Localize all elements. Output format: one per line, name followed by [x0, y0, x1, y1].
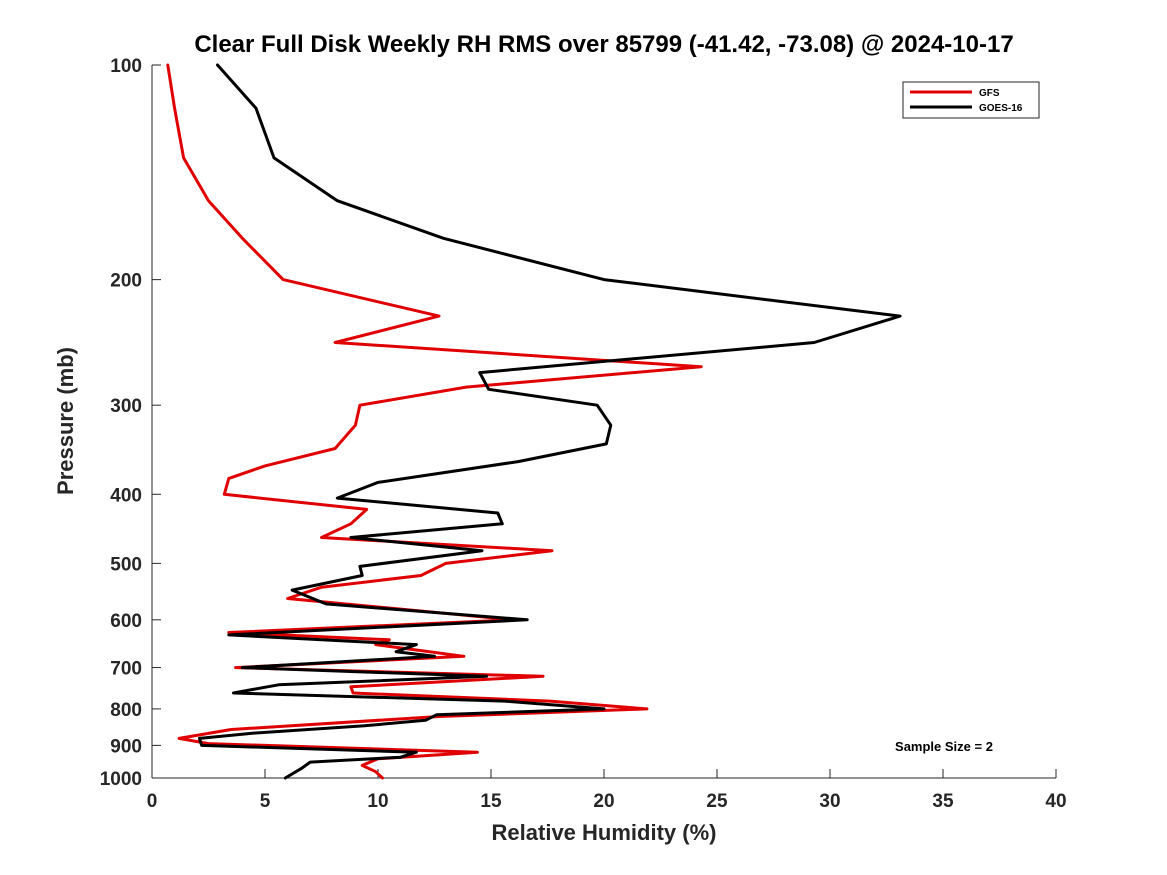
y-tick-label: 800	[110, 700, 142, 721]
y-tick-label: 900	[110, 736, 142, 757]
x-tick-label: 25	[706, 791, 728, 812]
sample-size-annotation: Sample Size = 2	[895, 739, 993, 754]
series-line-gfs	[166, 63, 703, 780]
legend-label: GOES-16	[979, 103, 1023, 114]
legend: GFS GOES-16	[902, 81, 1040, 119]
legend-box	[902, 81, 1040, 119]
y-tick-label: 100	[110, 56, 142, 77]
x-tick-label: 15	[480, 791, 502, 812]
y-tick-label: 200	[110, 271, 142, 292]
legend-label: GFS	[979, 88, 1000, 99]
y-ticks: 100 200 300 400 500 600 700 800 900 1000	[100, 56, 161, 790]
y-tick-label: 600	[110, 611, 142, 632]
x-tick-label: 30	[819, 791, 840, 812]
x-tick-label: 20	[593, 791, 614, 812]
x-tick-label: 0	[147, 791, 158, 812]
x-tick-label: 10	[367, 791, 388, 812]
y-axis-label: Pressure (mb)	[53, 347, 78, 495]
x-tick-label: 35	[932, 791, 954, 812]
y-tick-label: 300	[110, 396, 142, 417]
axes	[151, 65, 1056, 779]
series-line-goes-16	[198, 63, 902, 780]
y-tick-label: 1000	[100, 769, 142, 790]
y-tick-label: 500	[110, 554, 142, 575]
x-ticks: 0 5 10 15 20 25 30 35 40	[147, 769, 1067, 812]
x-tick-label: 40	[1045, 791, 1066, 812]
series-layer	[166, 63, 902, 780]
chart-title: Clear Full Disk Weekly RH RMS over 85799…	[194, 31, 1013, 58]
y-tick-label: 400	[110, 485, 142, 506]
x-axis-label: Relative Humidity (%)	[492, 820, 717, 845]
x-tick-label: 5	[260, 791, 271, 812]
y-tick-label: 700	[110, 659, 142, 680]
